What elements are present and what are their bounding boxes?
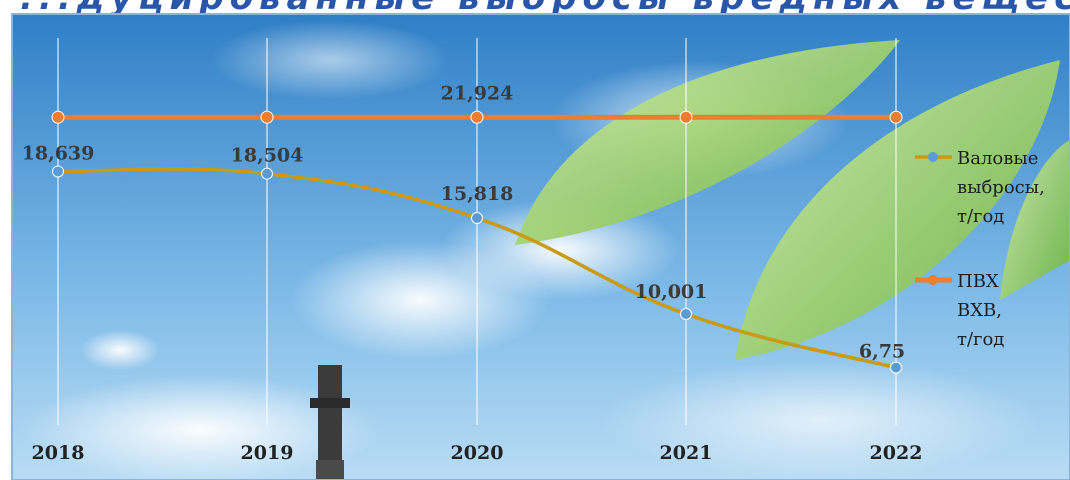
series-2-point-2022 (889, 110, 903, 124)
title-fragment: ...дуцированные выбросы вредных веществ … (20, 0, 1070, 14)
series-1-point-2019 (261, 167, 273, 180)
grid-lines (57, 38, 897, 425)
series-1-label-2020: 15,818 (441, 183, 514, 205)
series-1-label-2022: 6,75 (859, 341, 905, 363)
x-tick-2021: 2021 (660, 442, 713, 464)
series-2-point-2018 (51, 110, 65, 124)
series-2-label-2020: 21,924 (441, 82, 514, 104)
series-2-point-2020 (470, 110, 484, 124)
legend-entry-1: Валовые выбросы, т/год (957, 148, 1045, 227)
x-tick-2020: 2020 (451, 442, 504, 464)
data-markers (51, 110, 903, 374)
x-tick-2019: 2019 (241, 442, 294, 464)
series-1-point-2018 (52, 165, 64, 178)
series-1-point-2021 (680, 307, 692, 320)
series-1-label-2019: 18,504 (231, 145, 304, 167)
legend-entry-2: ПВХ ВХВ, т/год (957, 271, 1004, 350)
legend-marker-1 (928, 152, 938, 162)
data-labels: 18,639 18,504 15,818 10,001 6,75 21,924 (22, 82, 906, 362)
legend-marker-2 (928, 275, 938, 285)
series-2-point-2021 (679, 110, 693, 124)
x-tick-2022: 2022 (870, 442, 923, 464)
series-1-label-2018: 18,639 (22, 142, 95, 164)
x-axis-labels: 2018 2019 2020 2021 2022 (32, 442, 923, 464)
series-2-point-2019 (260, 110, 274, 124)
cropped-title: ...дуцированные выбросы вредных веществ … (0, 0, 1070, 14)
legend: Валовые выбросы, т/год ПВХ ВХВ, т/год (915, 148, 1045, 350)
series-1-point-2020 (471, 212, 483, 225)
x-tick-2018: 2018 (32, 442, 85, 464)
series-1-point-2022 (890, 361, 902, 374)
background-photo (11, 13, 1070, 480)
series-1-label-2021: 10,001 (635, 281, 708, 303)
